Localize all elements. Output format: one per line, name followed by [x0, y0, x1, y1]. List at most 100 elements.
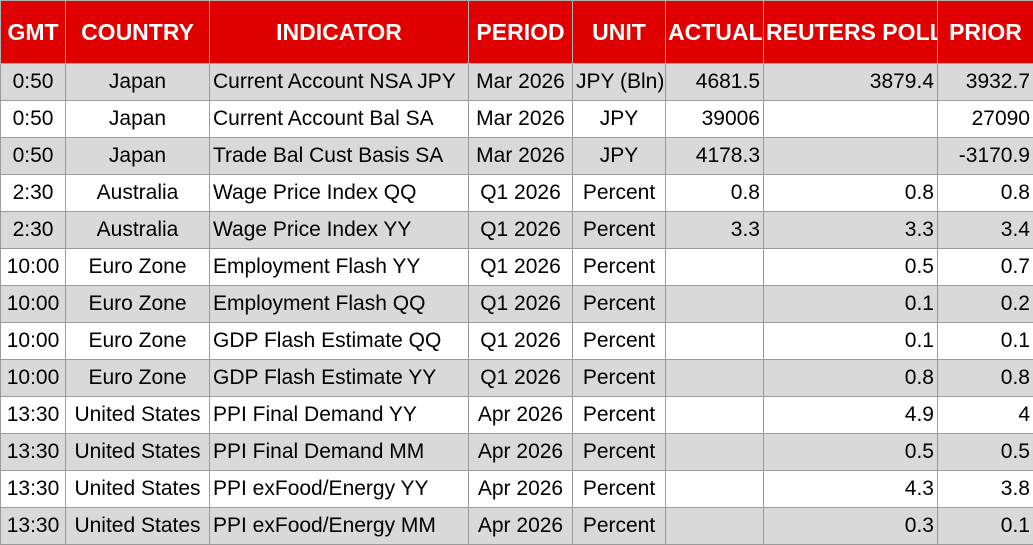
cell-country: Australia	[66, 212, 210, 249]
cell-prior: 27090	[938, 101, 1033, 138]
cell-indicator: Current Account Bal SA	[210, 101, 469, 138]
cell-reuters-poll: 3.3	[764, 212, 938, 249]
cell-reuters-poll: 0.8	[764, 175, 938, 212]
cell-period: Mar 2026	[469, 138, 573, 175]
cell-country: United States	[66, 508, 210, 545]
cell-actual	[666, 434, 764, 471]
cell-actual: 3.3	[666, 212, 764, 249]
cell-gmt: 0:50	[1, 138, 66, 175]
cell-country: United States	[66, 397, 210, 434]
cell-country: Japan	[66, 64, 210, 101]
cell-country: Euro Zone	[66, 249, 210, 286]
cell-actual	[666, 397, 764, 434]
cell-actual	[666, 508, 764, 545]
cell-reuters-poll: 0.1	[764, 286, 938, 323]
cell-period: Mar 2026	[469, 64, 573, 101]
cell-country: Euro Zone	[66, 360, 210, 397]
cell-unit: Percent	[573, 175, 666, 212]
cell-unit: JPY (Bln)	[573, 64, 666, 101]
cell-actual: 0.8	[666, 175, 764, 212]
cell-indicator: PPI exFood/Energy YY	[210, 471, 469, 508]
cell-indicator: Trade Bal Cust Basis SA	[210, 138, 469, 175]
cell-gmt: 10:00	[1, 286, 66, 323]
cell-period: Mar 2026	[469, 101, 573, 138]
header-prior: PRIOR	[938, 1, 1033, 64]
cell-actual	[666, 286, 764, 323]
cell-country: Japan	[66, 138, 210, 175]
cell-reuters-poll: 0.8	[764, 360, 938, 397]
cell-actual: 4178.3	[666, 138, 764, 175]
header-country: COUNTRY	[66, 1, 210, 64]
header-indicator: INDICATOR	[210, 1, 469, 64]
cell-prior: 0.1	[938, 323, 1033, 360]
cell-gmt: 10:00	[1, 323, 66, 360]
cell-gmt: 0:50	[1, 101, 66, 138]
cell-country: Japan	[66, 101, 210, 138]
header-period: PERIOD	[469, 1, 573, 64]
cell-reuters-poll: 0.5	[764, 434, 938, 471]
cell-period: Apr 2026	[469, 508, 573, 545]
cell-prior: 0.5	[938, 434, 1033, 471]
cell-actual	[666, 471, 764, 508]
cell-gmt: 10:00	[1, 360, 66, 397]
cell-country: Euro Zone	[66, 323, 210, 360]
cell-gmt: 13:30	[1, 471, 66, 508]
cell-period: Apr 2026	[469, 434, 573, 471]
cell-unit: Percent	[573, 286, 666, 323]
cell-gmt: 10:00	[1, 249, 66, 286]
cell-prior: 4	[938, 397, 1033, 434]
header-gmt: GMT	[1, 1, 66, 64]
cell-period: Apr 2026	[469, 397, 573, 434]
cell-prior: 0.8	[938, 175, 1033, 212]
header-actual: ACTUAL	[666, 1, 764, 64]
cell-prior: 3.8	[938, 471, 1033, 508]
cell-indicator: Current Account NSA JPY	[210, 64, 469, 101]
cell-unit: Percent	[573, 471, 666, 508]
cell-country: United States	[66, 471, 210, 508]
header-row: GMT COUNTRY INDICATOR PERIOD UNIT ACTUAL…	[1, 1, 1033, 64]
cell-unit: Percent	[573, 434, 666, 471]
cell-actual	[666, 323, 764, 360]
cell-period: Q1 2026	[469, 175, 573, 212]
cell-indicator: PPI exFood/Energy MM	[210, 508, 469, 545]
cell-period: Q1 2026	[469, 249, 573, 286]
cell-unit: JPY	[573, 138, 666, 175]
cell-period: Q1 2026	[469, 323, 573, 360]
cell-indicator: Employment Flash QQ	[210, 286, 469, 323]
cell-actual	[666, 360, 764, 397]
cell-prior: 0.8	[938, 360, 1033, 397]
cell-gmt: 13:30	[1, 397, 66, 434]
cell-unit: Percent	[573, 212, 666, 249]
cell-reuters-poll: 0.3	[764, 508, 938, 545]
cell-indicator: Wage Price Index QQ	[210, 175, 469, 212]
cell-prior: 3.4	[938, 212, 1033, 249]
cell-actual	[666, 249, 764, 286]
cell-indicator: Employment Flash YY	[210, 249, 469, 286]
cell-reuters-poll: 0.1	[764, 323, 938, 360]
cell-period: Apr 2026	[469, 471, 573, 508]
cell-period: Q1 2026	[469, 360, 573, 397]
cell-prior: 3932.7	[938, 64, 1033, 101]
cell-period: Q1 2026	[469, 286, 573, 323]
cell-actual: 39006	[666, 101, 764, 138]
cell-indicator: GDP Flash Estimate QQ	[210, 323, 469, 360]
cell-reuters-poll: 3879.4	[764, 64, 938, 101]
cell-unit: Percent	[573, 508, 666, 545]
cell-gmt: 13:30	[1, 434, 66, 471]
cell-prior: 0.2	[938, 286, 1033, 323]
cell-gmt: 13:30	[1, 508, 66, 545]
cell-gmt: 2:30	[1, 212, 66, 249]
cell-gmt: 2:30	[1, 175, 66, 212]
cell-reuters-poll	[764, 101, 938, 138]
cell-unit: Percent	[573, 397, 666, 434]
